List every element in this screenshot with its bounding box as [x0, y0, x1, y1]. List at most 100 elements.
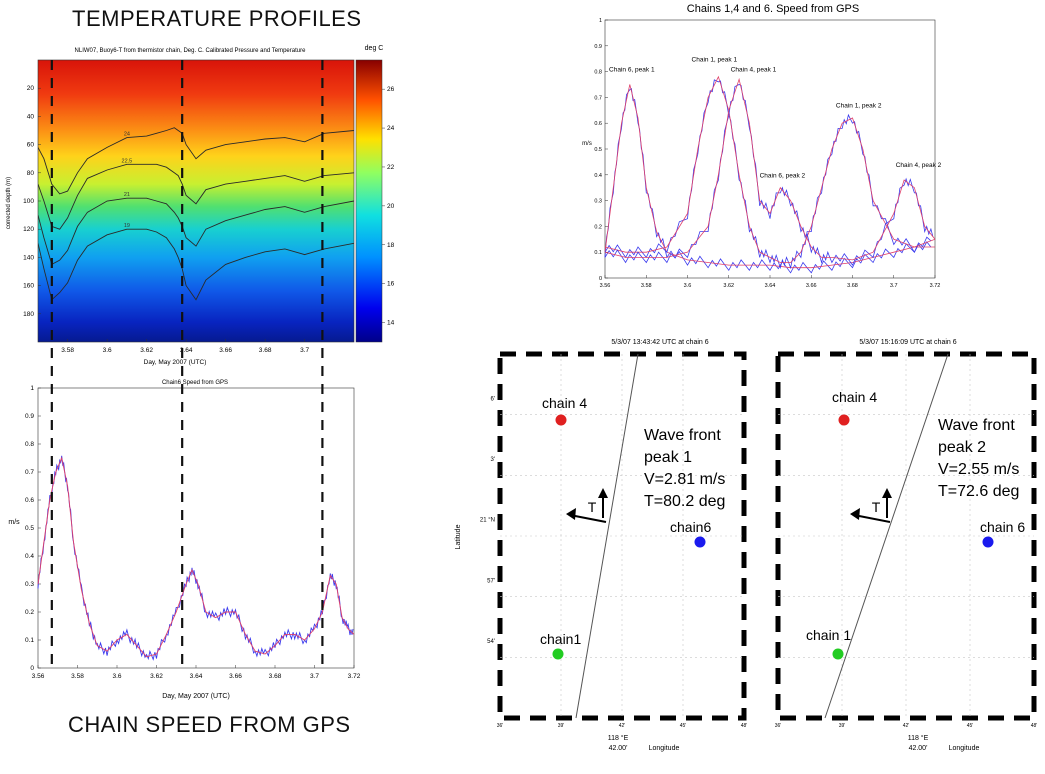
map-lon-center: 118 °E	[608, 734, 629, 742]
chains-ytick-label: 0.7	[594, 95, 602, 101]
heatmap-xtick-label: 3.58	[61, 347, 74, 354]
chain-marker	[555, 414, 567, 426]
map-ytick-label: 57'	[487, 578, 495, 584]
colorbar-tick-label: 20	[387, 203, 395, 210]
wave-front-note: peak 2	[938, 439, 986, 456]
chains-xtick-label: 3.66	[806, 283, 817, 289]
angle-label: T	[588, 499, 597, 515]
colorbar-label: deg C	[365, 45, 384, 52]
wave-front-note: V=2.81 m/s	[644, 471, 725, 488]
chains-xtick-label: 3.7	[890, 283, 898, 289]
isotherm-line	[38, 197, 354, 266]
wave-front-note: T=80.2 deg	[644, 493, 725, 510]
map-xtick-label: 42'	[619, 723, 626, 729]
map-xtick-label: 36'	[497, 723, 504, 729]
chains-ytick-label: 0.5	[594, 147, 602, 153]
heatmap-ytick-label: 140	[23, 254, 34, 261]
north-arrowhead	[598, 488, 608, 498]
map-ytick-label: 6'	[491, 396, 495, 402]
map2-title: 5/3/07 15:16:09 UTC at chain 6	[859, 339, 956, 346]
heatmap-ylabel: corrected depth (m)	[6, 177, 12, 229]
heatmap-ytick-label: 60	[27, 142, 35, 149]
isotherm-label: 19	[124, 223, 130, 229]
chains-ytick-label: 0	[599, 276, 602, 282]
speed-plot-frame	[37, 387, 355, 669]
direction-arrowhead	[850, 508, 860, 520]
chains-ytick-label: 0.8	[594, 70, 602, 76]
heatmap-ytick-label: 120	[23, 226, 34, 233]
chains-ytick-label: 0.9	[594, 44, 602, 50]
peak-annotations: Chain 6, peak 1 Chain 1, peak 1 Chain 4, p…	[609, 56, 942, 179]
heatmap-xtick-label: 3.7	[300, 347, 309, 354]
map-xlabel: Longitude	[949, 745, 980, 752]
map-xlabel: Longitude	[649, 745, 680, 752]
chains-series-smoothed	[604, 84, 935, 269]
wave-front-note: Wave front	[938, 417, 1015, 434]
chain-marker	[838, 414, 850, 426]
speed-ytick-label: 0.3	[25, 581, 34, 588]
peak-annotation: Chain 4, peak 2	[896, 162, 942, 169]
speed-ylabel: m/s	[8, 519, 20, 526]
speed-ytick-label: 1	[30, 385, 34, 392]
chains-xtick-label: 3.68	[847, 283, 858, 289]
heatmap-xtick-label: 3.62	[140, 347, 153, 354]
wave-front-note: peak 1	[644, 449, 692, 466]
chains-xtick-label: 3.62	[723, 283, 734, 289]
direction-arrow	[853, 514, 891, 523]
colorbar-tick-label: 14	[387, 320, 395, 327]
isotherm-contours: 24 22.5 21 19	[38, 127, 354, 301]
north-arrowhead	[882, 488, 892, 498]
speed-ytick-label: 0.8	[25, 441, 34, 448]
speed-xlabel: Day, May 2007 (UTC)	[162, 693, 230, 700]
isotherm-line	[38, 228, 354, 301]
heatmap-ytick-label: 100	[23, 198, 34, 205]
speed-xtick-label: 3.7	[310, 673, 319, 680]
heatmap-xtick-label: 3.66	[219, 347, 232, 354]
chains-chart-title: Chains 1,4 and 6. Speed from GPS	[687, 3, 859, 15]
chains-ytick-label: 0.2	[594, 224, 602, 230]
map1-title: 5/3/07 13:43:42 UTC at chain 6	[611, 339, 708, 346]
chains-ytick-label: 1	[599, 18, 602, 24]
colorbar-ticks: 14 16 18 20 22 24 26	[382, 86, 395, 327]
map-xtick-label: 48'	[741, 723, 748, 729]
speed-chart-title: Chain6 Speed from GPS	[162, 380, 228, 386]
speed-ytick-label: 0.4	[25, 553, 34, 560]
map-xtick-label: 48'	[1031, 723, 1038, 729]
map-ytick-label: 21 °N	[480, 518, 495, 524]
chains-ytick-label: 0.6	[594, 121, 602, 127]
heatmap-ytick-label: 160	[23, 283, 34, 290]
chain-label: chain 6	[980, 519, 1025, 535]
wave-front-line	[575, 353, 639, 719]
colorbar-tick-label: 16	[387, 281, 395, 288]
heatmap-ytick-label: 80	[27, 170, 35, 177]
heatmap-xtick-label: 3.6	[103, 347, 112, 354]
speed-xtick-label: 3.64	[190, 673, 203, 680]
peak-annotation: Chain 1, peak 2	[836, 103, 882, 110]
speed-ytick-label: 0.6	[25, 497, 34, 504]
speed-xtick-label: 3.72	[348, 673, 361, 680]
map-ytick-label: 54'	[487, 639, 495, 645]
wave-front-note: V=2.55 m/s	[938, 461, 1019, 478]
map-ytick-label: 3'	[491, 457, 495, 463]
heatmap-xtick-label: 3.64	[180, 347, 193, 354]
isotherm-line	[38, 163, 354, 230]
map2-body: 36' 39' 42' 45' 48' chain 4 chain 6 chain 1 Wave…	[775, 351, 1038, 752]
chains-xtick-label: 3.56	[600, 283, 611, 289]
wave-front-note: Wave front	[644, 427, 721, 444]
speed-ytick-label: 0.9	[25, 413, 34, 420]
chain-marker	[832, 648, 844, 660]
speed-xtick-label: 3.6	[112, 673, 121, 680]
wave-front-note: T=72.6 deg	[938, 483, 1019, 500]
chain-marker	[552, 648, 564, 660]
speed-xtick-label: 3.62	[150, 673, 163, 680]
chains-xtick-label: 3.58	[641, 283, 652, 289]
colorbar-tick-label: 24	[387, 125, 395, 132]
colorbar-tick-label: 26	[387, 86, 395, 93]
chains-xtick-label: 3.6	[684, 283, 692, 289]
map-xtick-label: 45'	[680, 723, 687, 729]
chain-marker	[694, 536, 706, 548]
temperature-heatmap-chart: NLIW07, Buoy6-T from thermistor chain, D…	[6, 45, 395, 366]
map-lon-sub: 42.00'	[609, 745, 628, 752]
chain-label: chain 4	[832, 389, 877, 405]
speed-series-smoothed	[37, 456, 355, 658]
